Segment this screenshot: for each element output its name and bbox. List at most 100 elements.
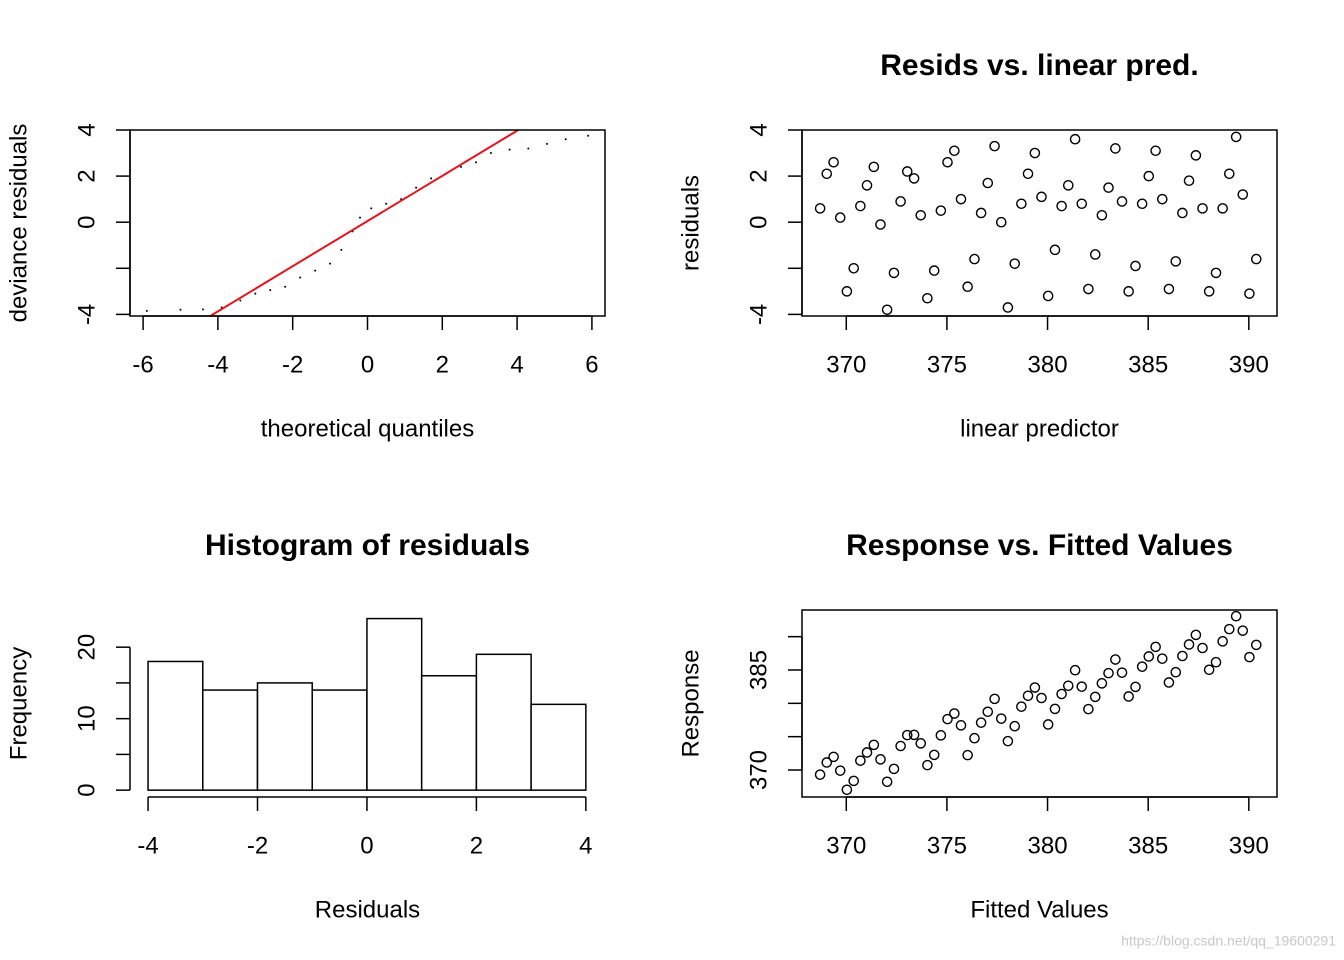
- x-axis-label: linear predictor: [960, 415, 1119, 442]
- point: [1116, 196, 1128, 207]
- point: [848, 262, 860, 274]
- point: [1183, 639, 1195, 650]
- point: [1237, 189, 1249, 200]
- x-tick-label: -2: [247, 832, 268, 859]
- point: [1083, 283, 1094, 295]
- point: [359, 216, 362, 219]
- x-tick-label: -4: [137, 832, 158, 859]
- point: [314, 269, 317, 272]
- point: [1237, 625, 1249, 636]
- point: [1069, 133, 1081, 145]
- plot-frame: [801, 129, 1278, 317]
- point: [1029, 147, 1041, 159]
- point: [928, 749, 940, 761]
- bar: [202, 689, 259, 791]
- point: [875, 219, 886, 230]
- x-tick-label: 390: [1229, 832, 1269, 859]
- point: [969, 732, 980, 744]
- point: [1036, 692, 1047, 704]
- point: [942, 713, 953, 725]
- y-tick-label: 0: [73, 783, 100, 796]
- point: [828, 751, 839, 763]
- point: [587, 134, 590, 137]
- x-tick-label: -2: [282, 351, 303, 378]
- point: [1244, 288, 1255, 299]
- point: [841, 286, 853, 297]
- point: [1190, 629, 1202, 641]
- bar: [475, 653, 532, 791]
- point: [145, 309, 148, 312]
- point: [1156, 653, 1168, 664]
- point: [284, 285, 287, 288]
- point: [1250, 253, 1262, 265]
- x-tick-label: 6: [585, 351, 598, 378]
- x-axis-label: theoretical quantiles: [261, 415, 474, 442]
- point: [1110, 143, 1121, 154]
- point: [489, 152, 492, 155]
- point: [1042, 290, 1054, 302]
- point: [834, 212, 846, 223]
- point: [1029, 682, 1041, 693]
- point: [855, 755, 866, 766]
- point: [1223, 168, 1235, 180]
- point: [895, 196, 906, 207]
- point: [1230, 131, 1242, 143]
- point: [1022, 690, 1034, 702]
- point: [955, 720, 967, 731]
- x-tick-label: 390: [1229, 351, 1269, 378]
- point: [901, 166, 913, 177]
- point: [861, 747, 873, 758]
- point: [1223, 623, 1235, 635]
- chart-title: Histogram of residuals: [205, 529, 530, 562]
- point: [895, 740, 906, 752]
- y-tick-label: 0: [73, 216, 100, 229]
- point: [1143, 170, 1155, 182]
- point: [848, 775, 860, 787]
- point: [881, 304, 893, 316]
- bar: [420, 675, 478, 791]
- point: [1009, 258, 1021, 269]
- x-tick-label: 385: [1128, 351, 1168, 378]
- point: [1197, 642, 1208, 654]
- point: [922, 759, 933, 771]
- point: [1103, 667, 1114, 679]
- point: [1170, 256, 1182, 267]
- point: [340, 248, 343, 251]
- point: [508, 148, 511, 151]
- point: [1083, 703, 1094, 715]
- point: [370, 207, 373, 210]
- point: [201, 308, 204, 311]
- point: [962, 281, 973, 293]
- point: [915, 738, 927, 749]
- point: [1203, 286, 1215, 297]
- point: [1130, 681, 1141, 693]
- point: [922, 292, 933, 304]
- point: [1022, 168, 1034, 180]
- point: [527, 147, 530, 150]
- bar: [311, 689, 368, 791]
- point: [821, 168, 833, 180]
- point: [975, 207, 987, 219]
- point: [1177, 650, 1188, 662]
- point: [1016, 198, 1027, 210]
- point: [1150, 641, 1161, 653]
- point: [868, 161, 880, 173]
- point: [875, 754, 886, 765]
- point: [1076, 198, 1088, 210]
- point: [814, 203, 826, 214]
- bar: [366, 617, 423, 791]
- point: [814, 769, 826, 780]
- x-tick-label: 4: [579, 832, 592, 859]
- chart-title: Response vs. Fitted Values: [846, 529, 1233, 562]
- point: [949, 145, 960, 157]
- point: [1123, 286, 1134, 297]
- point: [1049, 244, 1061, 256]
- x-tick-label: 375: [927, 832, 967, 859]
- point: [975, 717, 987, 728]
- x-tick-label: 0: [360, 832, 373, 859]
- y-tick-label: -4: [73, 304, 100, 325]
- y-tick-label: 385: [745, 650, 772, 690]
- y-tick-label: 20: [73, 634, 100, 661]
- point: [962, 749, 973, 761]
- x-tick-label: 375: [927, 351, 967, 378]
